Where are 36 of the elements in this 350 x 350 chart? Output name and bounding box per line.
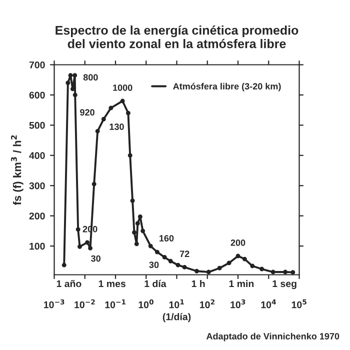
x-tick-label: 10$^{3}$ <box>230 299 246 308</box>
annotation: 30 <box>91 255 100 262</box>
text: 1 mes <box>98 280 126 288</box>
annotation: 920 <box>80 109 94 116</box>
legend-label: Atmósfera libre (3-20 km) <box>173 82 281 92</box>
x-tick-label: 10$^{4}$ <box>261 299 276 308</box>
y-tick-label: 300 <box>29 182 45 190</box>
x-tick-label: 10$^{−2}$ <box>74 299 95 308</box>
annotation: 130 <box>110 124 124 130</box>
annotation: 30 <box>149 262 159 268</box>
x-tick-label: 10$^{−3}$ <box>44 299 64 308</box>
y-tick-label: 200 <box>29 212 45 220</box>
text: 1 min <box>229 280 254 288</box>
annotation: 1000 <box>113 84 132 91</box>
y-tick-label: 100 <box>30 242 45 250</box>
y-tick-label: 700 <box>29 61 45 68</box>
x-tick-label: 10$^{2}$ <box>200 299 214 308</box>
y-axis-title: fs (f) km$^{3}$ / h$^{2}$ <box>11 135 24 206</box>
text: Adaptado de Vinnichenko 1970 <box>206 332 340 342</box>
annotation: 72 <box>180 250 190 257</box>
text: 1 h <box>192 280 205 288</box>
x-tick-label: 10$^{1}$ <box>169 299 184 308</box>
x-axis-title: (1/día) <box>162 312 191 322</box>
annotation: 160 <box>160 235 174 242</box>
x-tick-label: 10$^{0}$ <box>138 299 154 308</box>
y-tick-label: 400 <box>29 152 45 160</box>
text: 1 seg <box>272 280 296 290</box>
x-tick-label: 10$^{5}$ <box>292 299 306 308</box>
y-tick-label: 500 <box>29 122 45 129</box>
text: 1 día <box>144 280 166 288</box>
annotation: 800 <box>83 74 98 81</box>
text: 1 año <box>56 280 82 288</box>
x-tick-label: 10$^{−1}$ <box>105 299 126 308</box>
y-tick-label: 600 <box>29 92 45 99</box>
annotation: 200 <box>230 240 246 246</box>
chart-title: Espectro de la energía cinética promedio del viento zonal en la atmósfera libre <box>56 25 298 48</box>
